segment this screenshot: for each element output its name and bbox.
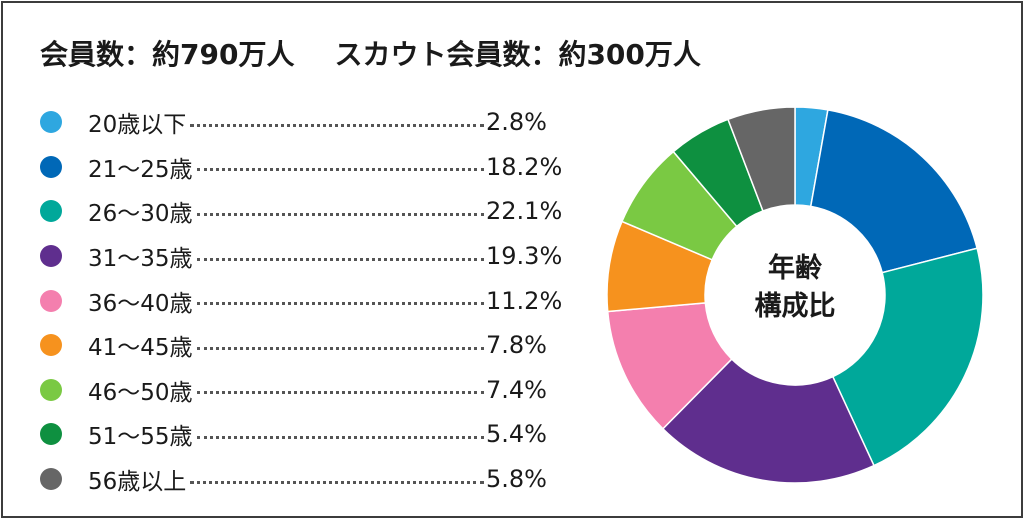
age-donut-chart (606, 106, 984, 484)
legend-item: 36～40歳 11.2% (40, 278, 570, 323)
legend-leader-dots (190, 480, 484, 484)
legend-item: 31～35歳 19.3% (40, 234, 570, 279)
pie-slice-3 (831, 247, 984, 467)
legend-category-label: 41～45歳 (88, 335, 193, 362)
legend-leader-dots (196, 168, 484, 172)
legend-value-label: 2.8% (486, 108, 547, 137)
legend-leader-dots (196, 257, 484, 261)
legend-value-label: 22.1% (486, 197, 563, 226)
member-count-title: 会員数：約790万人 (40, 38, 295, 71)
legend-category-label: 26～30歳 (88, 201, 193, 228)
legend-item: 56歳以上 5.8% (40, 457, 570, 502)
legend-item: 26～30歳 22.1% (40, 189, 570, 234)
legend-leader-dots (196, 391, 484, 395)
legend-swatch (40, 423, 62, 446)
legend-item: 21～25歳 18.2% (40, 145, 570, 190)
legend-value-label: 7.4% (486, 375, 547, 404)
pie-slice-4 (661, 357, 875, 484)
pie-slice-9 (727, 106, 796, 212)
legend-category-label: 20歳以下 (88, 112, 187, 139)
legend-value-label: 5.8% (486, 465, 547, 494)
legend-swatch (40, 245, 62, 268)
legend-item: 20歳以下 2.8% (40, 100, 570, 145)
legend-category-label: 51～55歳 (88, 424, 193, 451)
legend-value-label: 19.3% (486, 242, 563, 271)
donut-center-label: 年齢 構成比 (730, 250, 860, 326)
legend-item: 51～55歳 5.4% (40, 412, 570, 457)
legend-category-label: 56歳以上 (88, 469, 187, 496)
legend-leader-dots (196, 435, 484, 439)
legend-leader-dots (196, 302, 484, 306)
center-label-line-2: 構成比 (754, 291, 836, 322)
legend-item: 46～50歳 7.4% (40, 368, 570, 413)
legend-category-label: 46～50歳 (88, 379, 193, 406)
legend-category-label: 36～40歳 (88, 290, 193, 317)
legend-swatch (40, 378, 62, 401)
legend-value-label: 11.2% (486, 286, 563, 315)
legend-leader-dots (190, 123, 484, 127)
legend-swatch (40, 200, 62, 223)
legend-swatch (40, 289, 62, 312)
scout-member-count-title: スカウト会員数：約300万人 (334, 38, 701, 71)
legend-leader-dots (196, 346, 484, 350)
legend-swatch (40, 334, 62, 357)
legend-value-label: 18.2% (486, 152, 563, 181)
legend-swatch (40, 155, 62, 178)
headline: 会員数：約790万人 スカウト会員数：約300万人 (40, 33, 701, 73)
center-label-line-1: 年齢 (768, 253, 822, 284)
pie-slice-2 (809, 109, 979, 274)
legend-category-label: 31～35歳 (88, 246, 193, 273)
legend-category-label: 21～25歳 (88, 156, 193, 183)
legend-item: 41～45歳 7.8% (40, 323, 570, 368)
legend-leader-dots (196, 212, 484, 216)
legend-swatch (40, 111, 62, 134)
legend-value-label: 5.4% (486, 420, 547, 449)
legend: 20歳以下 2.8% 21～25歳 18.2% 26～30歳 22.1% 31～35歳 19.… (40, 100, 570, 501)
legend-value-label: 7.8% (486, 331, 547, 360)
legend-swatch (40, 468, 62, 491)
